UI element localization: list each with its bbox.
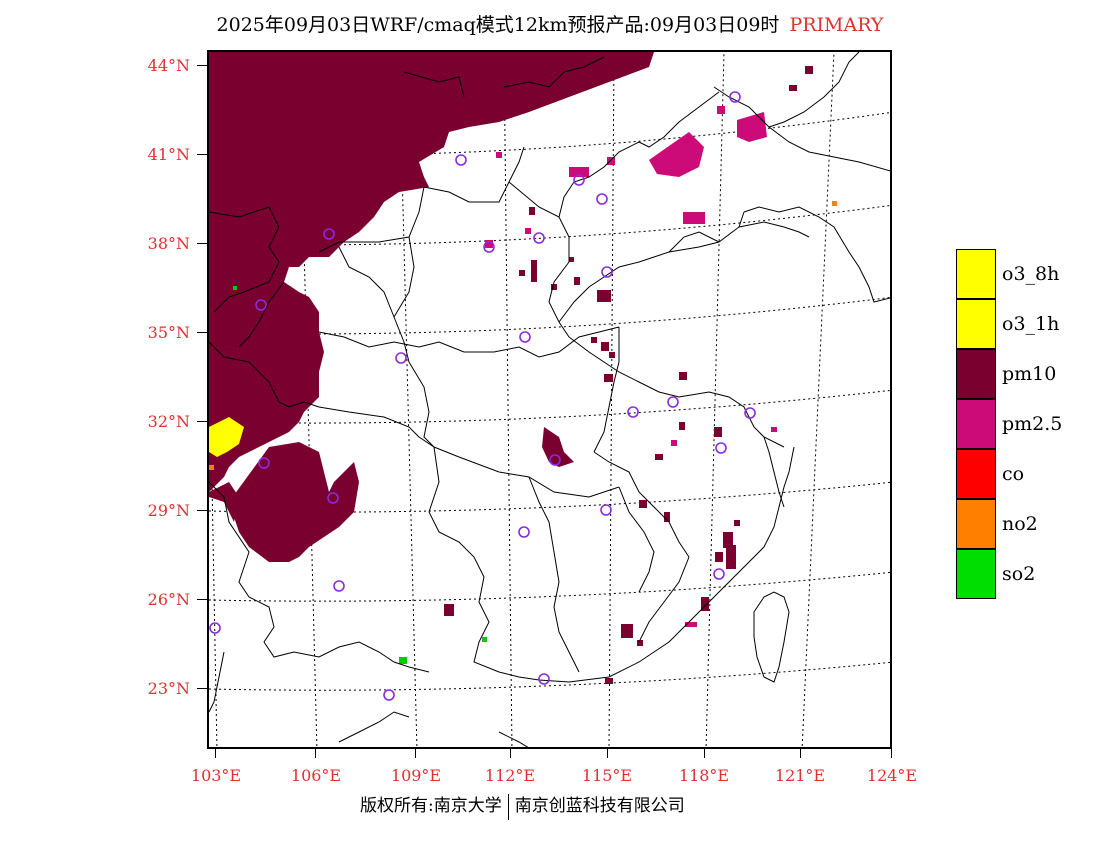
circle-station-icon — [601, 266, 613, 278]
lat-label-23n: 23°N — [147, 679, 190, 698]
circle-station-icon — [600, 504, 612, 516]
copyright-right: 南京创蓝科技有限公司 — [514, 796, 685, 816]
lat-tick — [197, 65, 207, 66]
lat-tick — [197, 688, 207, 689]
legend-swatch — [956, 299, 996, 349]
circle-station-icon — [729, 91, 741, 103]
lon-label-112e: 112°E — [484, 766, 536, 785]
lat-tick — [197, 421, 207, 422]
so2-dot — [482, 637, 487, 642]
circle-station-icon — [327, 492, 339, 504]
no2-dot — [209, 465, 214, 470]
circle-station-icon — [383, 689, 395, 701]
legend-label: o3_1h — [1002, 313, 1060, 335]
circle-station-icon — [533, 232, 545, 244]
lon-tick — [215, 749, 216, 758]
lat-tick — [197, 510, 207, 511]
map-canvas — [209, 52, 890, 747]
boundary-lines — [209, 52, 890, 747]
legend-label: so2 — [1002, 563, 1036, 585]
lat-tick — [197, 599, 207, 600]
copyright-left: 版权所有:南京大学 — [360, 796, 502, 816]
lon-tick — [891, 749, 892, 758]
lon-tick — [415, 749, 416, 758]
lon-label-109e: 109°E — [390, 766, 442, 785]
no2-dot — [832, 201, 837, 206]
circle-station-icon — [573, 174, 585, 186]
circle-station-icon — [518, 526, 530, 538]
legend-swatch — [956, 499, 996, 549]
legend-label: o3_8h — [1002, 263, 1060, 285]
lat-tick — [197, 243, 207, 244]
circle-station-icon — [627, 406, 639, 418]
lon-tick — [800, 749, 801, 758]
circle-station-icon — [455, 154, 467, 166]
lat-tick — [197, 154, 207, 155]
lon-label-121e: 121°E — [774, 766, 826, 785]
so2-dot — [399, 657, 407, 664]
circle-station-icon — [395, 352, 407, 364]
title-text: 2025年09月03日WRF/cmaq模式12km预报产品:09月03日09时 — [216, 14, 780, 36]
circle-station-icon — [713, 568, 725, 580]
circle-station-icon — [596, 193, 608, 205]
pm25-regions — [485, 106, 777, 627]
legend-swatch — [956, 549, 996, 599]
station-markers — [209, 91, 756, 701]
lon-label-118e: 118°E — [678, 766, 730, 785]
circle-station-icon — [483, 241, 495, 253]
circle-station-icon — [667, 396, 679, 408]
pm10-regions — [209, 52, 813, 684]
lat-label-32n: 32°N — [147, 412, 190, 431]
copyright-footer: 版权所有:南京大学 南京创蓝科技有限公司 — [360, 791, 685, 820]
lat-label-29n: 29°N — [147, 501, 190, 520]
lon-tick — [607, 749, 608, 758]
circle-station-icon — [715, 442, 727, 454]
circle-station-icon — [209, 622, 221, 634]
lat-label-35n: 35°N — [147, 323, 190, 342]
lon-label-124e: 124°E — [866, 766, 918, 785]
circle-station-icon — [744, 407, 756, 419]
circle-station-icon — [255, 299, 267, 311]
map-title: 2025年09月03日WRF/cmaq模式12km预报产品:09月03日09时 P… — [0, 10, 1100, 37]
longitude-gridlines — [209, 52, 835, 747]
lat-label-26n: 26°N — [147, 590, 190, 609]
lat-tick — [197, 332, 207, 333]
circle-station-icon — [323, 228, 335, 240]
lon-label-106e: 106°E — [290, 766, 342, 785]
legend-label: co — [1002, 463, 1025, 485]
circle-station-icon — [519, 331, 531, 343]
legend-label: pm10 — [1002, 363, 1057, 385]
circle-station-icon — [333, 580, 345, 592]
circle-station-icon — [549, 454, 561, 466]
so2-dot — [233, 286, 237, 290]
o3-region — [209, 417, 244, 457]
legend-swatch — [956, 399, 996, 449]
circle-station-icon — [258, 457, 270, 469]
lat-label-41n: 41°N — [147, 145, 190, 164]
lat-label-44n: 44°N — [147, 56, 190, 75]
lon-label-115e: 115°E — [581, 766, 633, 785]
legend-swatch — [956, 449, 996, 499]
lon-tick — [315, 749, 316, 758]
footer-separator — [507, 793, 509, 820]
legend-label: pm2.5 — [1002, 413, 1063, 435]
circle-station-icon — [538, 673, 550, 685]
lon-tick — [510, 749, 511, 758]
title-primary-tag: PRIMARY — [789, 14, 884, 36]
lon-tick — [704, 749, 705, 758]
lon-label-103e: 103°E — [190, 766, 242, 785]
legend-swatch — [956, 349, 996, 399]
lat-label-38n: 38°N — [147, 234, 190, 253]
legend-label: no2 — [1002, 513, 1038, 535]
legend-swatch — [956, 249, 996, 299]
map-panel — [207, 50, 892, 749]
